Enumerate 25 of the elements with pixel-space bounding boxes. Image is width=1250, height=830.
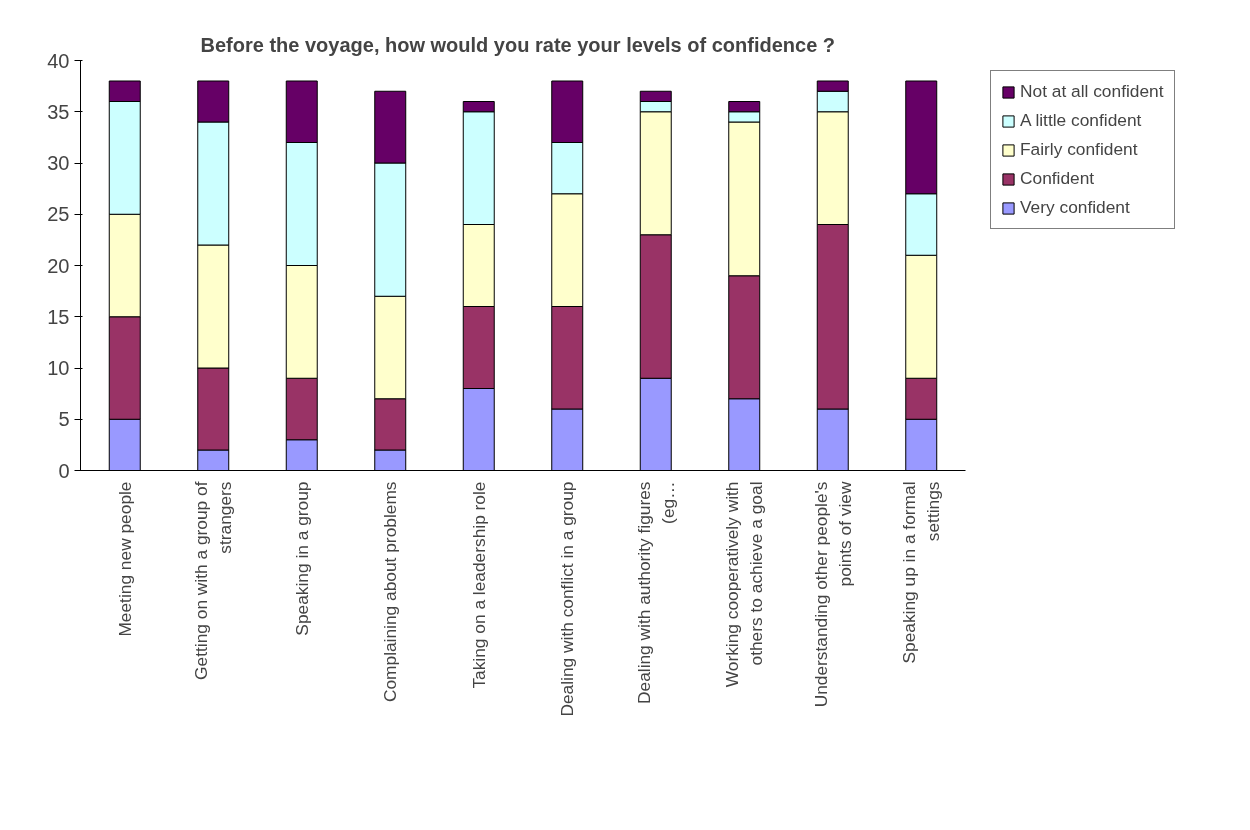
x-tick-label: Getting on with a group of strangers (191, 481, 236, 680)
y-tick-label: 20 (47, 254, 70, 277)
x-tick-label: Speaking up in a formal settings (899, 481, 944, 664)
y-tick-label: 30 (47, 152, 70, 174)
x-tick-label: Taking on a leadership role (468, 481, 489, 689)
x-tick-label: Complaining about problems (380, 481, 401, 703)
legend-label: Confident (1020, 168, 1095, 189)
x-tick-label: Meeting new people (114, 481, 135, 637)
x-tick-label: Dealing with conflict in a group (557, 481, 578, 717)
x-tick-label: Speaking in a group (291, 481, 312, 636)
y-tick-label: 0 (58, 459, 70, 482)
x-tick-label: Working cooperatively with others to achieve a goal (722, 481, 767, 688)
legend-label: Not at all confident (1020, 81, 1164, 102)
y-tick-label: 40 (47, 49, 70, 72)
y-tick-label: 5 (58, 408, 70, 431)
legend-label: Very confident (1020, 197, 1130, 218)
x-tick-label: Dealing with authority figures (eg… (633, 481, 678, 704)
y-tick-label: 15 (47, 305, 70, 328)
y-tick-label: 10 (47, 357, 70, 379)
legend-label: Fairly confident (1020, 139, 1138, 160)
x-tick-label: Understanding other people's points of view (810, 481, 855, 708)
y-tick-label: 25 (47, 203, 70, 226)
legend-label: A little confident (1020, 110, 1142, 131)
chart-title: Before the voyage, how would you rate your levels of confidence ? (200, 33, 836, 56)
y-tick-label: 35 (47, 100, 70, 123)
